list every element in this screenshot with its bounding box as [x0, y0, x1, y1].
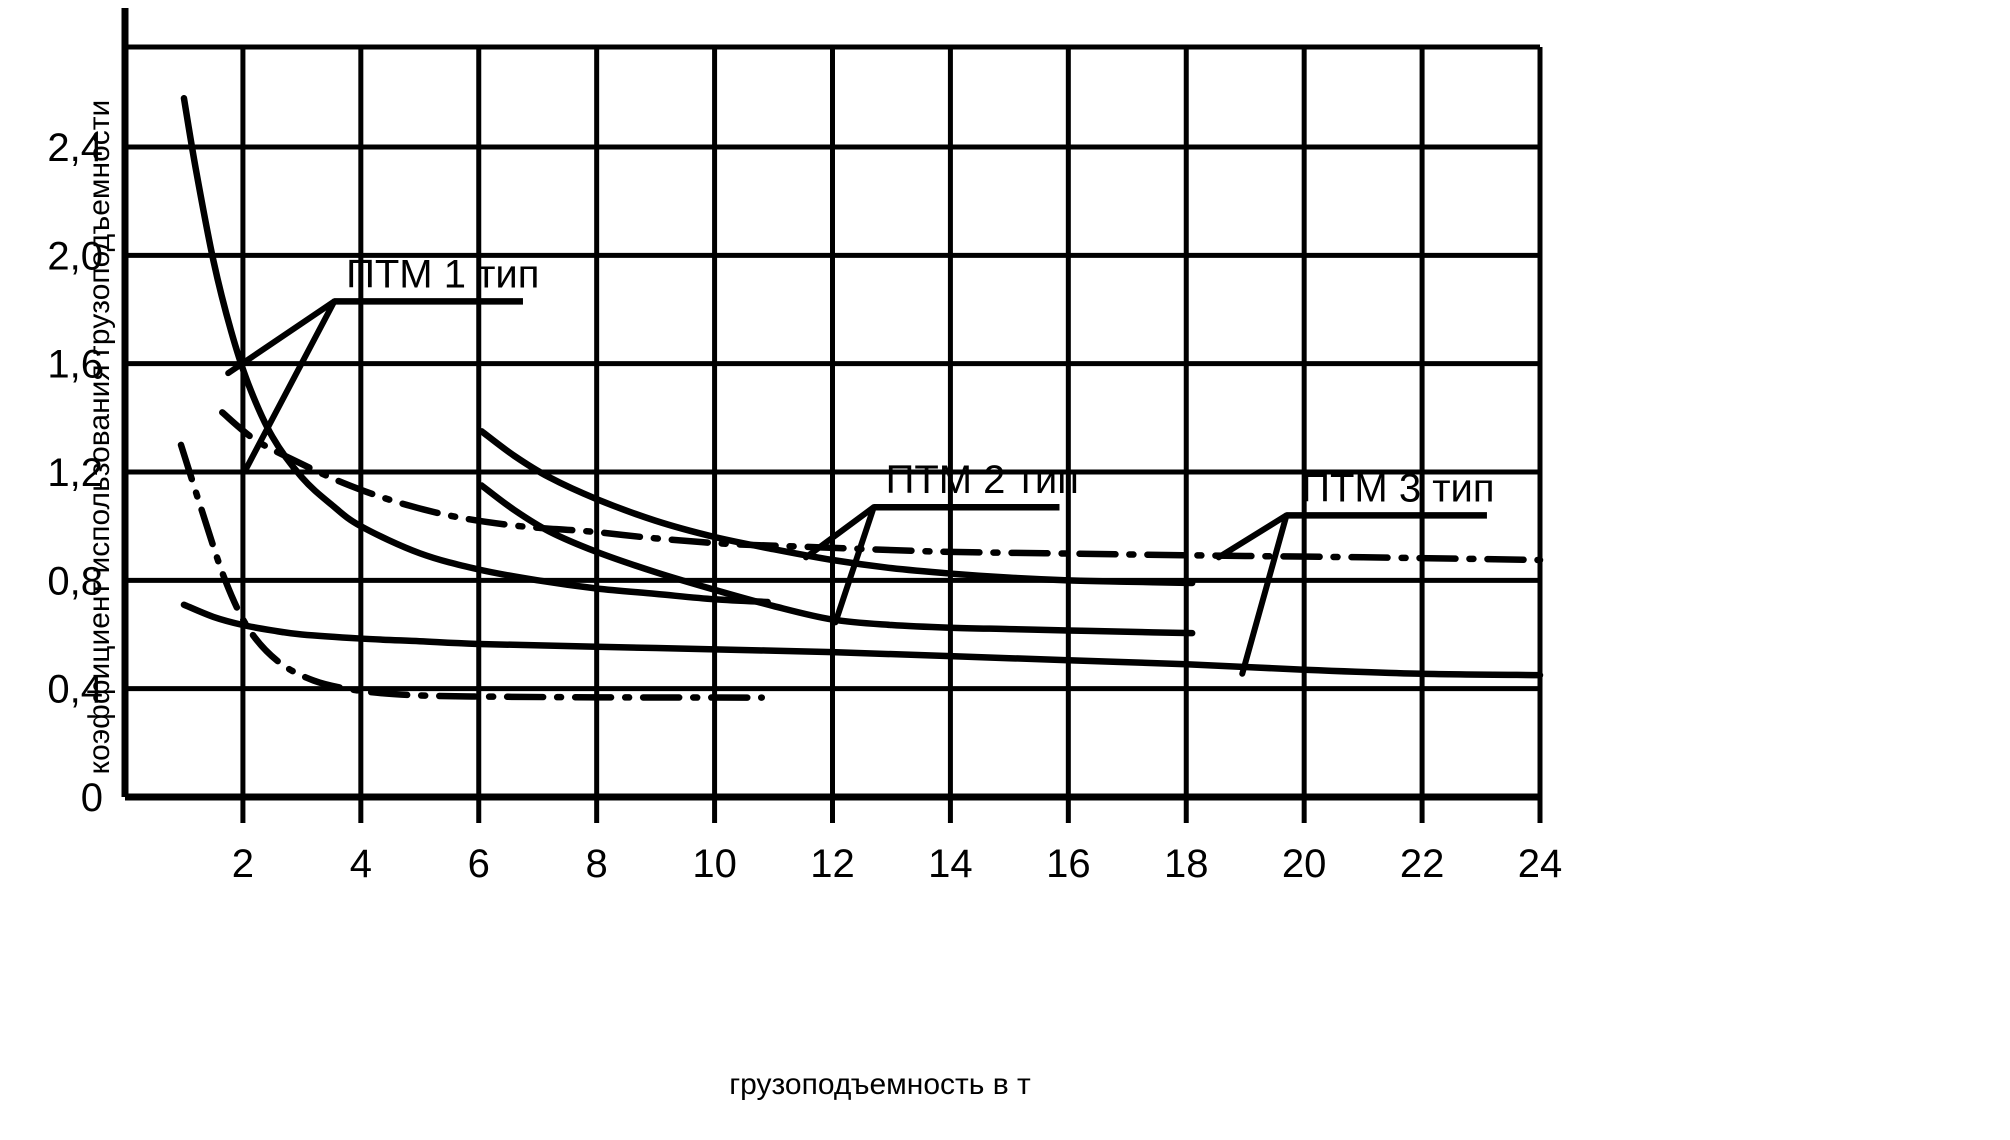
x-tick-label: 8 [586, 842, 608, 886]
y-tick-label: 0 [81, 776, 103, 820]
callout-leaders: ПТМ 1 тип ПТМ 2 тип ПТМ 3 тип [225, 252, 1495, 677]
x-tick-label: 10 [692, 842, 737, 886]
data-curves [177, 95, 1544, 701]
y-tick-label: 2,0 [47, 234, 103, 278]
x-tick-label: 18 [1164, 842, 1209, 886]
y-tick-label: 1,6 [47, 343, 103, 387]
y-axis-title: коэффициент использования грузоподъемнос… [83, 99, 116, 775]
x-tick-label: 4 [350, 842, 372, 886]
y-tick-label: 1,2 [47, 451, 103, 495]
x-tick-label: 2 [232, 842, 254, 886]
callout-leader-line-4 [1215, 512, 1290, 561]
callout-label-2: ПТМ 2 тип [886, 458, 1079, 502]
x-tick-label: 16 [1046, 842, 1091, 886]
callout-label-1: ПТМ 1 тип [346, 252, 539, 296]
y-tick-label: 0,4 [47, 668, 103, 712]
callout-leader-line-3 [832, 504, 877, 626]
x-tick-label: 22 [1400, 842, 1445, 886]
callout-leader-line-0 [242, 298, 338, 473]
x-tick-label: 14 [928, 842, 973, 886]
x-tick-label: 6 [468, 842, 490, 886]
x-axis-title: грузоподъемность в т [729, 1068, 1031, 1101]
x-tick-label: 24 [1518, 842, 1563, 886]
gridlines [125, 44, 1543, 797]
y-tick-label: 2,4 [47, 126, 103, 170]
x-tick-label: 20 [1282, 842, 1327, 886]
series-path-2 [177, 441, 765, 701]
callout-leader-line-1 [225, 298, 338, 377]
series-path-0 [180, 95, 771, 606]
series-path-1 [180, 601, 1544, 679]
callout-label-3: ПТМ 3 тип [1301, 466, 1494, 510]
series-path-4 [478, 482, 1196, 637]
tick-labels: 2,42,01,61,20,80,402 4 6 8 10 12 14 16 18 20 22 24 [47, 126, 1562, 886]
series-path-5 [219, 409, 1544, 564]
y-tick-label: 0,8 [47, 559, 103, 603]
callout-leader-line-2 [802, 504, 877, 561]
x-tick-label: 12 [810, 842, 855, 886]
callout-leader-line-5 [1239, 512, 1290, 677]
tick-marks [240, 797, 1543, 823]
